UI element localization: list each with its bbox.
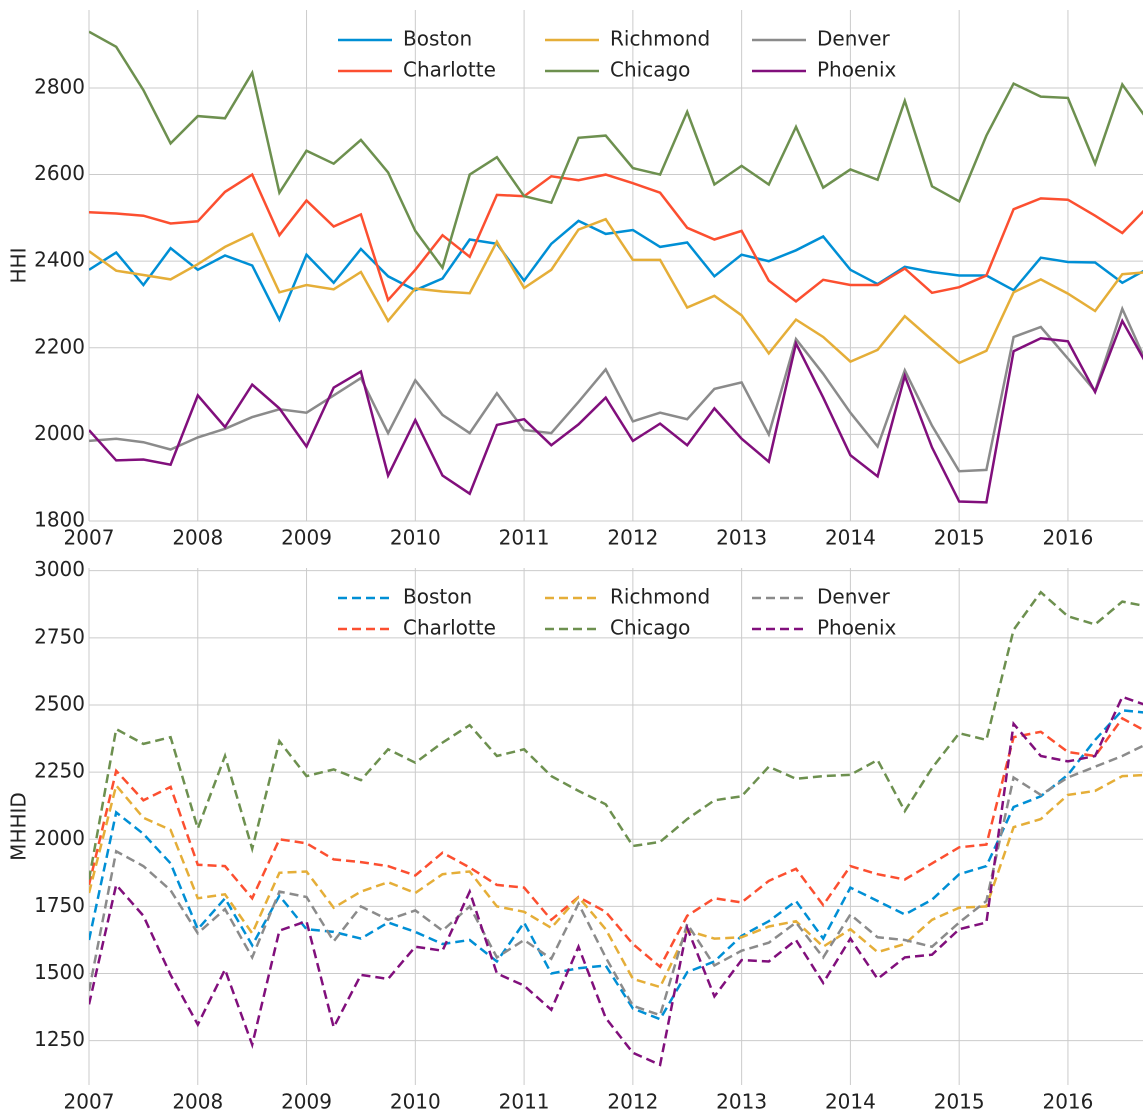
y-tick-label: 2000 [34,421,85,445]
y-tick-label: 2750 [34,624,85,648]
y-tick-label: 2600 [34,161,85,185]
x-tick-label: 2014 [825,526,876,550]
series-line [89,305,1143,473]
y-tick-label: 3000 [34,557,85,581]
y-tick-label: 2500 [34,691,85,715]
y-tick-label: 2800 [34,74,85,98]
y-tick-label: 2250 [34,759,85,783]
x-tick-label: 2009 [281,1090,332,1114]
legend-label: Charlotte [403,58,496,82]
x-tick-label: 2010 [390,1090,441,1114]
x-tick-label: 2007 [64,1090,115,1114]
y-tick-label: 1750 [34,893,85,917]
series-line [89,773,1143,989]
x-tick-label: 2012 [607,1090,658,1114]
legend-label: Chicago [610,58,690,82]
series-line [89,708,1143,1021]
legend-label: Richmond [610,27,710,51]
x-tick-label: 2011 [499,526,550,550]
series-line [89,695,1143,1067]
x-tick-label: 2015 [934,526,985,550]
series-line [89,317,1143,504]
x-tick-label: 2013 [716,1090,767,1114]
y-tick-label: 1250 [34,1027,85,1051]
y-axis-label: MHHID [7,792,31,861]
series-line [89,172,1143,303]
plot-area [89,30,1143,504]
x-tick-label: 2011 [499,1090,550,1114]
x-tick-label: 2010 [390,526,441,550]
series-line [89,590,1143,880]
y-tick-label: 1800 [34,508,85,532]
legend-label: Phoenix [817,58,897,82]
legend-label: Boston [403,585,472,609]
y-tick-label: 2200 [34,334,85,358]
x-tick-label: 2008 [172,526,223,550]
x-tick-label: 2014 [825,1090,876,1114]
x-tick-label: 2016 [1042,1090,1093,1114]
series-line [89,219,1143,323]
x-tick-label: 2013 [716,526,767,550]
legend-label: Chicago [610,616,690,640]
series-line [89,744,1143,1017]
x-tick-label: 2007 [64,526,115,550]
x-tick-label: 2015 [934,1090,985,1114]
plot-area [89,590,1143,1067]
y-tick-label: 2000 [34,826,85,850]
series-line [89,30,1143,271]
y-tick-label: 2400 [34,248,85,272]
x-tick-label: 2008 [172,1090,223,1114]
x-tick-label: 2012 [607,526,658,550]
legend-label: Denver [817,585,891,609]
series-line [89,716,1143,969]
x-tick-label: 2009 [281,526,332,550]
legend-label: Denver [817,27,891,51]
y-axis-label: HHI [7,248,31,284]
legend-label: Charlotte [403,616,496,640]
y-tick-label: 1500 [34,960,85,984]
legend-label: Richmond [610,585,710,609]
series-line [89,217,1143,365]
x-tick-label: 2016 [1042,526,1093,550]
legend-label: Boston [403,27,472,51]
legend-label: Phoenix [817,616,897,640]
